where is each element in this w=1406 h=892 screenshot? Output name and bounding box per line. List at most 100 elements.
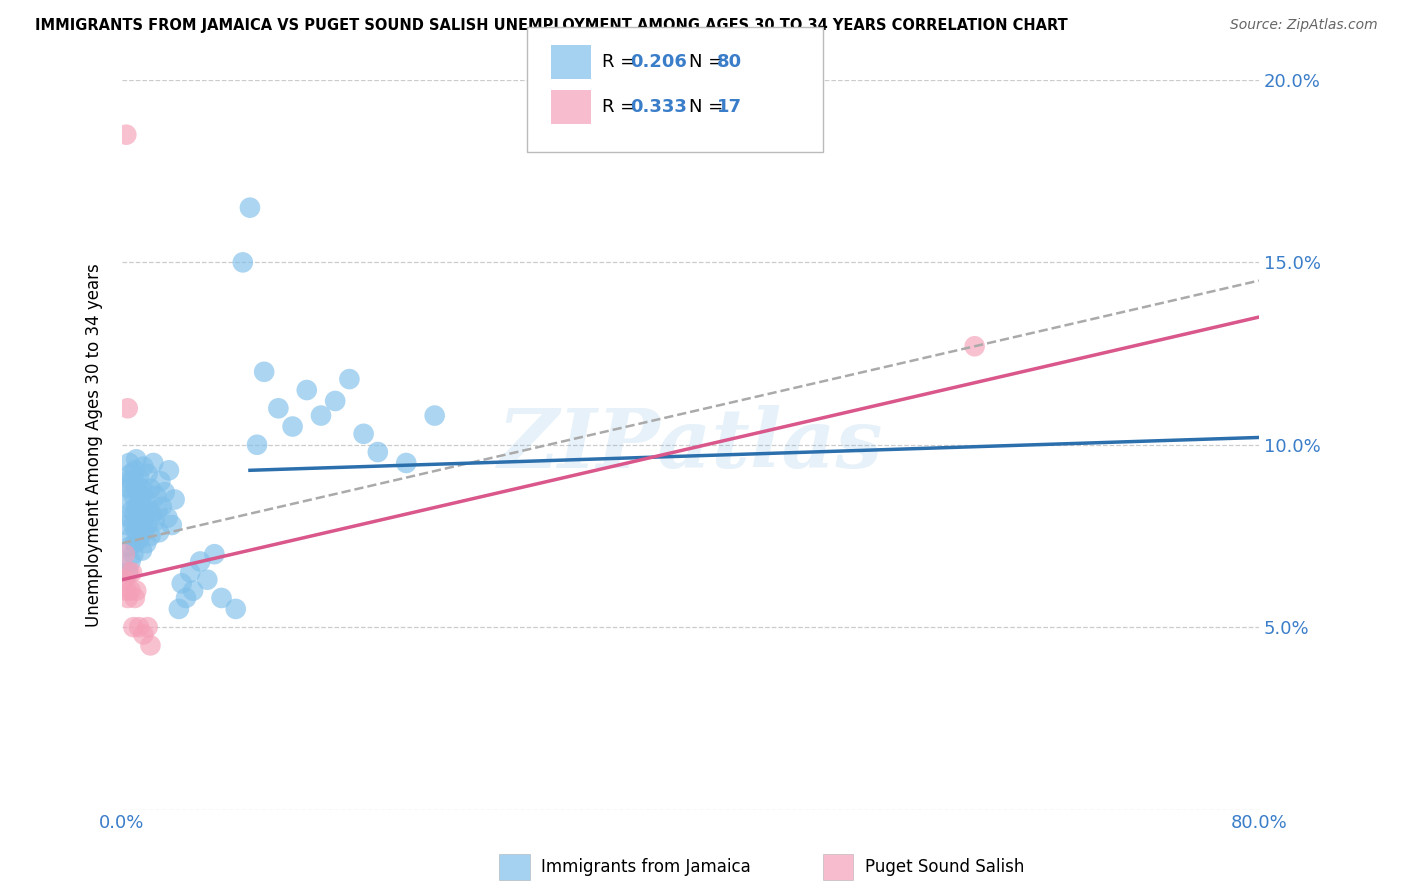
Point bbox=[115, 492, 138, 507]
Text: R =: R = bbox=[602, 54, 641, 71]
Point bbox=[146, 503, 169, 517]
Point bbox=[139, 529, 162, 543]
Point bbox=[163, 492, 186, 507]
Point bbox=[127, 485, 149, 500]
Point bbox=[309, 409, 332, 423]
Point bbox=[281, 419, 304, 434]
Point bbox=[138, 503, 160, 517]
Point bbox=[118, 456, 141, 470]
Point bbox=[117, 566, 139, 580]
Point bbox=[118, 510, 141, 524]
Point bbox=[179, 566, 201, 580]
Point bbox=[136, 620, 159, 634]
Point bbox=[267, 401, 290, 416]
Point bbox=[367, 445, 389, 459]
Point bbox=[353, 426, 375, 441]
Text: 17: 17 bbox=[717, 98, 742, 116]
Point bbox=[143, 514, 166, 528]
Point bbox=[246, 438, 269, 452]
Point bbox=[142, 456, 165, 470]
Text: R =: R = bbox=[602, 98, 641, 116]
Point bbox=[129, 496, 152, 510]
Point bbox=[128, 503, 150, 517]
Text: 0.333: 0.333 bbox=[630, 98, 686, 116]
Point bbox=[115, 128, 138, 142]
Point bbox=[141, 507, 163, 521]
Point bbox=[139, 482, 162, 496]
Text: 80: 80 bbox=[717, 54, 742, 71]
Point bbox=[125, 583, 148, 598]
Point bbox=[124, 591, 146, 605]
Point bbox=[121, 529, 143, 543]
Point bbox=[136, 467, 159, 481]
Point bbox=[211, 591, 233, 605]
Point bbox=[188, 554, 211, 568]
Point bbox=[149, 475, 172, 489]
Point bbox=[124, 536, 146, 550]
Point bbox=[127, 514, 149, 528]
Point bbox=[153, 485, 176, 500]
Point bbox=[136, 518, 159, 533]
Point bbox=[167, 602, 190, 616]
Point bbox=[145, 489, 167, 503]
Point bbox=[202, 547, 225, 561]
Point bbox=[115, 518, 138, 533]
Point bbox=[121, 503, 143, 517]
Point bbox=[135, 536, 157, 550]
Point bbox=[117, 591, 139, 605]
Point bbox=[134, 485, 156, 500]
Point bbox=[195, 573, 218, 587]
Point bbox=[232, 255, 254, 269]
Text: ZIPatlas: ZIPatlas bbox=[498, 405, 883, 484]
Text: IMMIGRANTS FROM JAMAICA VS PUGET SOUND SALISH UNEMPLOYMENT AMONG AGES 30 TO 34 Y: IMMIGRANTS FROM JAMAICA VS PUGET SOUND S… bbox=[35, 18, 1069, 33]
Text: 0.206: 0.206 bbox=[630, 54, 686, 71]
Point bbox=[117, 475, 139, 489]
Point bbox=[125, 500, 148, 514]
Point bbox=[120, 583, 142, 598]
Point bbox=[125, 525, 148, 540]
Text: Source: ZipAtlas.com: Source: ZipAtlas.com bbox=[1230, 18, 1378, 32]
Point bbox=[423, 409, 446, 423]
Point bbox=[131, 482, 153, 496]
Point bbox=[125, 452, 148, 467]
Point bbox=[120, 467, 142, 481]
Point bbox=[117, 401, 139, 416]
Point bbox=[124, 463, 146, 477]
Point bbox=[124, 507, 146, 521]
Point bbox=[174, 591, 197, 605]
Point bbox=[156, 510, 179, 524]
Point bbox=[122, 547, 145, 561]
Point bbox=[323, 394, 346, 409]
Point bbox=[128, 470, 150, 484]
Point bbox=[150, 500, 173, 514]
Point bbox=[239, 201, 262, 215]
Point bbox=[253, 365, 276, 379]
Point bbox=[170, 576, 193, 591]
Point bbox=[132, 525, 155, 540]
Point bbox=[339, 372, 361, 386]
Point bbox=[160, 518, 183, 533]
Point bbox=[118, 482, 141, 496]
Point bbox=[128, 533, 150, 547]
Text: Puget Sound Salish: Puget Sound Salish bbox=[865, 858, 1024, 876]
Point bbox=[121, 475, 143, 489]
Point bbox=[395, 456, 418, 470]
Point bbox=[121, 566, 143, 580]
Point bbox=[129, 522, 152, 536]
Point bbox=[114, 547, 136, 561]
Point bbox=[157, 463, 180, 477]
Y-axis label: Unemployment Among Ages 30 to 34 years: Unemployment Among Ages 30 to 34 years bbox=[86, 263, 103, 627]
Point bbox=[132, 459, 155, 474]
Point bbox=[963, 339, 986, 353]
Text: N =: N = bbox=[689, 54, 728, 71]
Point bbox=[115, 583, 138, 598]
Point bbox=[134, 510, 156, 524]
Point bbox=[120, 554, 142, 568]
Text: N =: N = bbox=[689, 98, 728, 116]
Point bbox=[125, 478, 148, 492]
Point bbox=[131, 543, 153, 558]
Point bbox=[114, 573, 136, 587]
Point bbox=[139, 639, 162, 653]
Point bbox=[132, 627, 155, 641]
Point bbox=[135, 492, 157, 507]
